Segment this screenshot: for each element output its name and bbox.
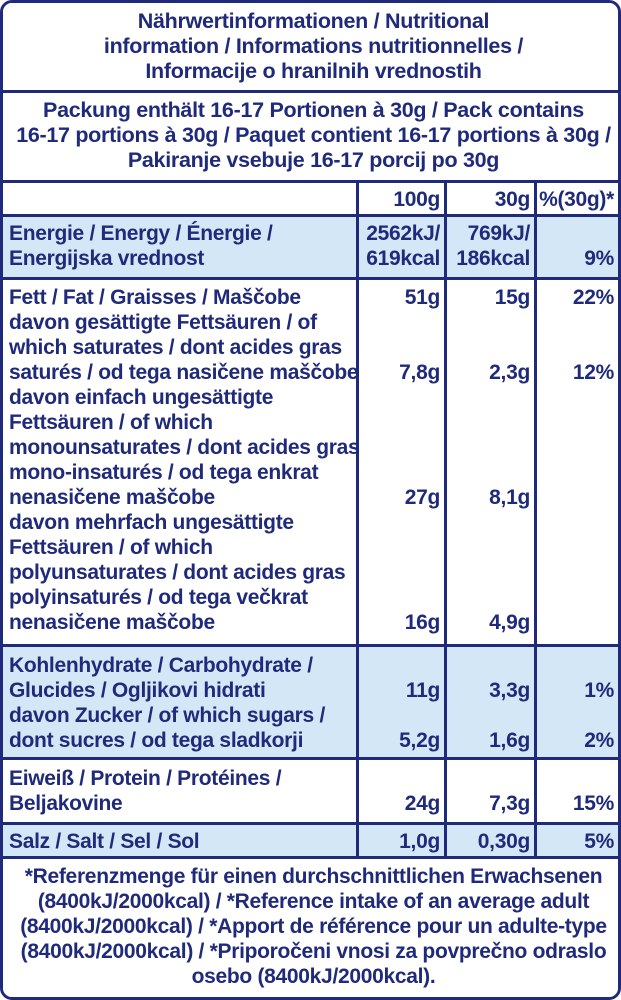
protein-name-line: Beljakovine [9,792,123,815]
fat-30g: 15g 2,3g 8,1g 4,9g [444,280,534,635]
carbohydrate-name-line: Glucides / Ogljikovi hidrati [9,679,266,702]
footnote: *Referenzmenge für einen durchschnittlic… [3,864,618,989]
fat-name: Fett / Fat / Graisses / Maščobe davon ge… [3,280,360,635]
energy-30g-kcal: 186kcal [456,247,530,270]
footnote-line: (8400kJ/2000kcal) / *Apport de référence… [20,915,607,938]
header-100g: 100g [393,188,440,211]
title-block: Nährwertinformationen / Nutritional info… [3,3,618,93]
footnote-line: (8400kJ/2000kcal) / *Reference intake of… [37,890,590,913]
fat-name-line: davon mehrfach ungesättigte [9,511,294,534]
carbohydrate-total-100g: 11g [405,679,440,702]
fat-100g: 51g 7,8g 27g 16g [356,280,444,635]
fat-mono-100g: 27g [404,486,441,509]
energy-100g-kj: 2562kJ/ [366,222,440,245]
fat-row: Fett / Fat / Graisses / Maščobe davon ge… [3,280,618,647]
energy-name-line: Energie / Energy / Énergie / [9,222,273,245]
carbohydrate-row: Kohlenhydrate / Carbohydrate / Glucides … [3,647,618,760]
fat-percent: 22% 12% [534,280,618,385]
protein-name: Eiweiß / Protein / Protéines / Beljakovi… [3,760,356,816]
fat-mono-30g: 8,1g [489,486,530,509]
fat-name-line: mono-insaturés / od tega enkrat [9,461,319,484]
carbohydrate-total-30g: 3,3g [489,679,530,702]
protein-100g-value: 24g [404,792,441,815]
fat-poly-100g: 16g [404,611,441,634]
fat-name-line: polyinsaturés / od tega večkrat [9,586,308,609]
energy-100g: 2562kJ/ 619kcal [356,217,444,271]
header-empty [3,183,356,187]
pack-line: Pakiranje vsebuje 16-17 porcij po 30g [127,148,500,172]
column-divider [356,183,359,859]
fat-name-line: which saturates / dont acides gras [9,336,342,359]
title-line: Informacije o hranilnih vrednostih [145,59,482,83]
sugars-100g: 5,2g [399,729,440,752]
protein-row: Eiweiß / Protein / Protéines / Beljakovi… [3,760,618,825]
pack-info: Packung enthält 16-17 Portionen à 30g / … [3,98,618,173]
footnote-line: *Referenzmenge für einen durchschnittlic… [24,865,603,888]
fat-name-line: monounsaturates / dont acides gras [9,436,360,459]
fat-name-line: saturés / od tega nasičene maščobe [9,361,359,384]
fat-total-30g: 15g [494,286,531,309]
salt-100g: 1,0g [399,830,440,853]
carbohydrate-100g: 11g 5,2g [356,647,444,753]
salt-name: Salz / Salt / Sel / Sol [9,830,200,853]
carbohydrate-name: Kohlenhydrate / Carbohydrate / Glucides … [3,647,356,753]
salt-row: Salz / Salt / Sel / Sol 1,0g 0,30g 5% [3,825,618,859]
footnote-block: *Referenzmenge für einen durchschnittlic… [3,859,618,997]
column-divider [444,183,447,859]
fat-poly-30g: 4,9g [489,611,530,634]
pack-info-block: Packung enthält 16-17 Portionen à 30g / … [3,93,618,183]
fat-name-line: polyunsaturates / dont acides gras [9,561,346,584]
carbohydrate-percent: 1% 2% [534,647,618,753]
energy-name-line: Energijska vrednost [9,247,205,270]
pack-line: Packung enthält 16-17 Portionen à 30g / … [43,98,584,122]
fat-saturates-percent: 12% [572,361,614,384]
carbohydrate-total-percent: 1% [584,679,614,702]
fat-name-line: Fettsäuren / of which [9,536,213,559]
title-line: information / Informations nutritionnell… [103,34,524,58]
energy-100g-kcal: 619kcal [366,247,440,270]
protein-percent: 15% [534,760,618,816]
energy-30g-kj: 769kJ/ [467,222,531,245]
fat-name-line: nenasičene maščobe [9,486,215,509]
energy-name: Energie / Energy / Énergie / Energijska … [3,217,356,271]
salt-30g: 0,30g [477,830,531,853]
protein-percent-value: 15% [572,792,614,815]
header-percent: %(30g)* [539,188,614,211]
fat-saturates-100g: 7,8g [399,361,440,384]
title-line: Nährwertinformationen / Nutritional [137,9,490,33]
carbohydrate-name-line: Kohlenhydrate / Carbohydrate / [9,654,313,677]
protein-30g: 7,3g [444,760,534,816]
carbohydrate-name-line: dont sucres / od tega sladkorji [9,729,304,752]
fat-name-line: Fettsäuren / of which [9,411,213,434]
fat-name-line: nenasičene maščobe [9,611,215,634]
energy-percent-value: 9% [584,247,614,270]
protein-100g: 24g [356,760,444,816]
energy-30g: 769kJ/ 186kcal [444,217,534,271]
salt-percent: 5% [584,830,614,853]
carbohydrate-name-line: davon Zucker / of which sugars / [9,704,325,727]
pack-line: 16-17 portions à 30g / Paquet contient 1… [16,123,611,147]
header-30g: 30g [494,188,531,211]
fat-saturates-30g: 2,3g [489,361,530,384]
protein-30g-value: 7,3g [489,792,530,815]
energy-percent: 9% [534,217,618,271]
column-divider [534,183,537,859]
column-header-row: 100g 30g %(30g)* [3,183,618,217]
footnote-line: osebo (8400kJ/2000kcal). [191,965,436,988]
fat-name-line: davon gesättigte Fettsäuren / of [9,311,317,334]
sugars-30g: 1,6g [489,729,530,752]
footnote-line: (8400kJ/2000kcal) / *Priporočeni vnosi z… [20,940,607,963]
fat-total-percent: 22% [572,286,614,309]
fat-name-line: davon einfach ungesättigte [9,386,274,409]
fat-total-100g: 51g [404,286,441,309]
sugars-percent: 2% [584,729,614,752]
energy-row: Energie / Energy / Énergie / Energijska … [3,217,618,280]
protein-name-line: Eiweiß / Protein / Protéines / [9,767,282,790]
nutrition-title: Nährwertinformationen / Nutritional info… [3,9,618,84]
fat-name-line: Fett / Fat / Graisses / Maščobe [9,286,301,309]
carbohydrate-30g: 3,3g 1,6g [444,647,534,753]
